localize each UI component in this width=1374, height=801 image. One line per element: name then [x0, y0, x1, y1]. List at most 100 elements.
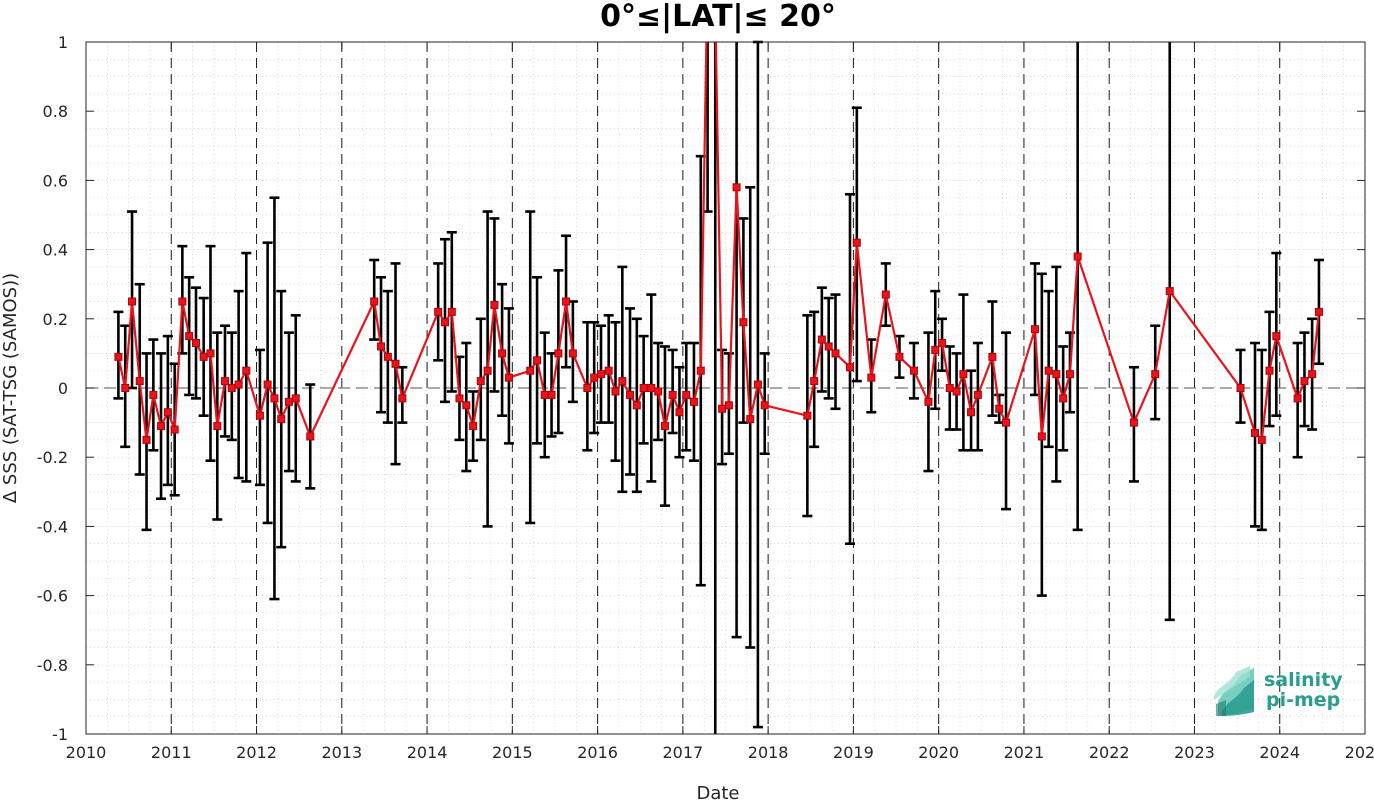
data-point-marker — [852, 238, 861, 247]
y-tick-label: -0.2 — [37, 448, 68, 467]
data-point-marker — [234, 380, 243, 389]
data-point-marker — [469, 422, 478, 431]
data-point-marker — [391, 359, 400, 368]
data-point-marker — [931, 345, 940, 354]
y-tick-label: -0.4 — [37, 517, 68, 536]
logo-text-pi-mep: pi-mep — [1266, 689, 1340, 711]
data-point-marker — [1272, 332, 1281, 341]
data-point-marker — [568, 349, 577, 358]
data-point-marker — [455, 394, 464, 403]
x-tick-label: 2018 — [748, 743, 789, 762]
data-point-marker — [753, 380, 762, 389]
data-point-marker — [867, 373, 876, 382]
y-tick-label: 0.2 — [43, 310, 68, 329]
data-point-marker — [220, 377, 229, 386]
data-point-marker — [1052, 370, 1061, 379]
x-tick-label: 2010 — [66, 743, 107, 762]
chart-title: 0°≤|LAT|≤ 20° — [600, 0, 836, 34]
x-tick-label: 2013 — [321, 743, 362, 762]
data-point-marker — [1165, 287, 1174, 296]
data-point-marker — [242, 366, 251, 375]
data-point-marker — [611, 387, 620, 396]
data-point-marker — [206, 349, 215, 358]
x-tick-label: 2019 — [833, 743, 874, 762]
data-point-marker — [817, 335, 826, 344]
x-tick-label: 2017 — [663, 743, 704, 762]
y-tick-labels: -1 -0.8 -0.6 -0.4 -0.2 0 0.2 0.4 0.6 0.8 1 — [37, 33, 68, 744]
data-point-marker — [988, 352, 997, 361]
y-tick-label: 0.4 — [43, 241, 68, 260]
x-tick-label: 2025 — [1345, 743, 1374, 762]
data-point-marker — [398, 394, 407, 403]
x-tick-label: 2023 — [1174, 743, 1215, 762]
data-point-marker — [383, 352, 392, 361]
data-point-marker — [447, 307, 456, 316]
data-point-marker — [440, 318, 449, 327]
data-point-marker — [377, 342, 386, 351]
data-point-marker — [959, 370, 968, 379]
data-point-marker — [597, 370, 606, 379]
data-point-marker — [128, 297, 137, 306]
data-point-marker — [462, 401, 471, 410]
data-point-marker — [675, 408, 684, 417]
logo-wave-icon — [1214, 666, 1254, 716]
x-tick-label: 2011 — [151, 743, 192, 762]
data-point-marker — [490, 300, 499, 309]
data-point-marker — [952, 387, 961, 396]
data-point-marker — [199, 352, 208, 361]
x-tick-label: 2021 — [1004, 743, 1045, 762]
data-point-marker — [562, 297, 571, 306]
data-point-marker — [1236, 384, 1245, 392]
data-point-marker — [739, 318, 748, 327]
data-point-marker — [306, 432, 315, 441]
data-point-marker — [604, 366, 613, 375]
data-point-marker — [185, 332, 194, 341]
data-point-marker — [668, 390, 677, 399]
data-point-marker — [967, 408, 976, 417]
x-tick-labels: 2010 2011 2012 2013 2014 2015 2016 2017 2018 2019… — [66, 743, 1374, 762]
data-point-marker — [476, 377, 485, 386]
data-point-marker — [1251, 428, 1260, 437]
data-point-marker — [909, 366, 918, 375]
data-point-marker — [973, 390, 982, 399]
data-point-marker — [689, 397, 698, 406]
data-point-marker — [135, 377, 144, 386]
data-point-marker — [682, 390, 691, 399]
logo-text-salinity: salinity — [1264, 669, 1343, 691]
x-axis-label: Date — [696, 783, 739, 801]
data-point-marker — [263, 380, 272, 389]
data-point-marker — [498, 349, 507, 358]
data-point-marker — [178, 297, 187, 306]
data-point-marker — [483, 366, 492, 375]
data-point-marker — [170, 425, 179, 434]
data-point-marker — [654, 387, 663, 396]
x-tick-label: 2015 — [492, 743, 533, 762]
data-point-marker — [1308, 370, 1317, 379]
y-tick-label: 0 — [58, 379, 68, 398]
data-point-marker — [1031, 325, 1040, 334]
y-axis-label: Δ SSS (SAT-TSG (SAMOS)) — [0, 273, 21, 503]
y-tick-label: 0.8 — [43, 102, 68, 121]
data-point-marker — [270, 394, 279, 403]
salinity-pi-mep-logo: salinity pi-mep — [1214, 666, 1343, 716]
data-point-marker — [191, 339, 200, 348]
data-point-marker — [924, 397, 933, 406]
axis-ticks — [85, 41, 1366, 735]
data-point-marker — [1037, 432, 1046, 441]
data-point-marker — [157, 422, 166, 431]
data-point-marker — [1044, 366, 1053, 375]
data-point-marker — [995, 404, 1004, 413]
y-tick-label: -1 — [52, 725, 68, 744]
data-point-marker — [370, 297, 379, 306]
data-point-marker — [533, 356, 542, 365]
data-point-marker — [845, 363, 854, 372]
data-point-marker — [114, 352, 123, 361]
data-point-marker — [547, 390, 556, 399]
data-point-marker — [1151, 370, 1160, 379]
data-point-marker — [626, 390, 635, 399]
data-point-marker — [895, 352, 904, 361]
y-tick-label: -0.6 — [37, 587, 68, 606]
data-point-marker — [632, 401, 641, 410]
data-point-marker — [291, 394, 300, 403]
